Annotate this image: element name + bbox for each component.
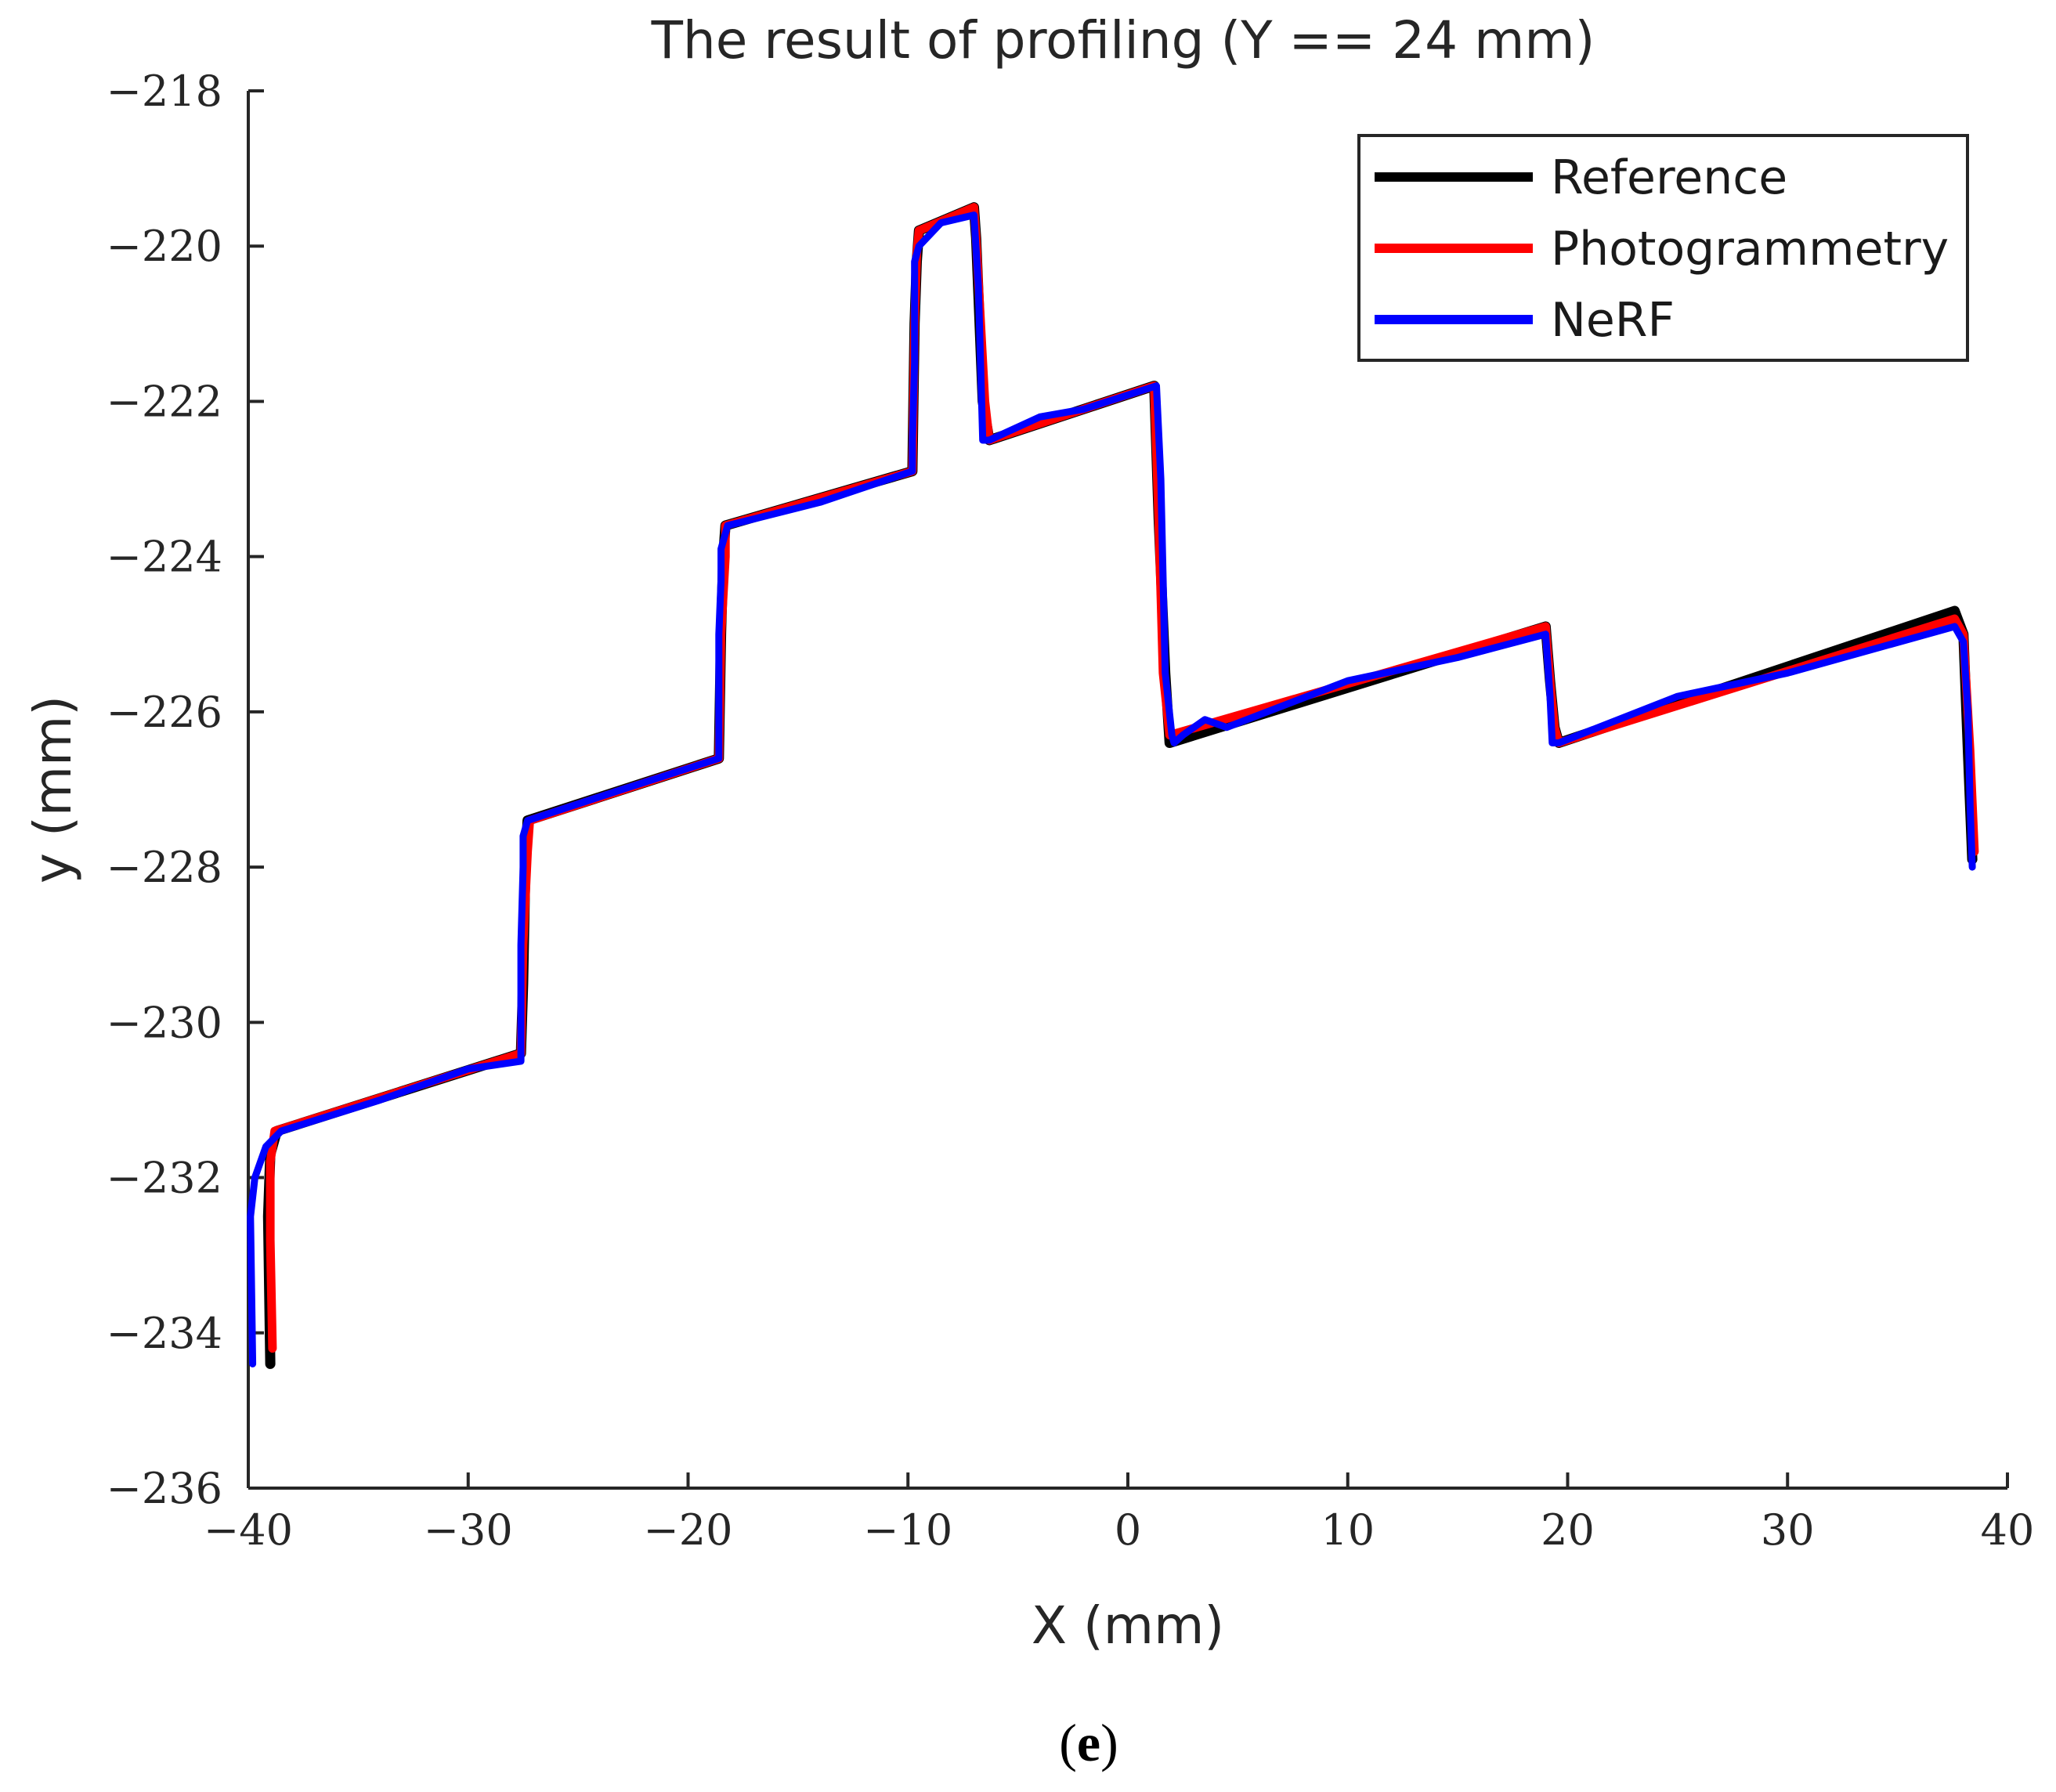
y-tick-label: −220 <box>107 222 222 271</box>
x-tick-label: −40 <box>204 1505 293 1555</box>
x-tick-label: −30 <box>424 1505 513 1555</box>
y-tick-label: −226 <box>107 688 222 737</box>
legend-label-photogrammetry: Photogrammetry <box>1551 222 1949 276</box>
x-tick-label: 0 <box>1115 1505 1141 1555</box>
x-ticks: −40 −30 −20 −10 0 10 20 30 40 <box>204 1472 2034 1555</box>
y-tick-label: −218 <box>107 67 222 116</box>
y-ticks: −218 −220 −222 −224 −226 −228 −230 −232 −234 −236 <box>107 67 264 1513</box>
series-layer <box>247 202 1979 1369</box>
x-tick-label: 10 <box>1321 1505 1375 1555</box>
panel-label: (e) <box>1059 1713 1118 1772</box>
y-tick-label: −230 <box>107 998 222 1047</box>
legend-items: Reference Photogrammetry NeRF <box>1375 150 1949 348</box>
x-axis-label: X (mm) <box>1032 1595 1224 1656</box>
panel-label-open: ( <box>1059 1713 1077 1772</box>
x-tick-label: −20 <box>644 1505 733 1555</box>
y-tick-label: −228 <box>107 843 222 892</box>
legend: Reference Photogrammetry NeRF <box>1357 134 1969 362</box>
x-tick-label: 40 <box>1981 1505 2035 1555</box>
series-line-reference <box>262 202 1978 1369</box>
y-tick-label: −222 <box>107 377 222 426</box>
chart-title: The result of profiling (Y == 24 mm) <box>651 10 1595 70</box>
series-line-nerf <box>247 211 1976 1367</box>
x-tick-label: 30 <box>1761 1505 1815 1555</box>
series-line-photogrammetry <box>266 203 1979 1353</box>
panel-label-close: ) <box>1100 1713 1118 1772</box>
y-tick-label: −236 <box>107 1464 222 1513</box>
y-tick-label: −224 <box>107 533 222 582</box>
x-tick-label: 20 <box>1541 1505 1595 1555</box>
legend-label-reference: Reference <box>1551 150 1787 205</box>
panel-label-letter: e <box>1077 1713 1100 1772</box>
x-tick-label: −10 <box>863 1505 952 1555</box>
y-tick-label: −234 <box>107 1309 222 1358</box>
y-tick-label: −232 <box>107 1154 222 1203</box>
legend-label-nerf: NeRF <box>1551 293 1675 348</box>
y-axis-label: y (mm) <box>23 695 83 883</box>
plot-area: −40 −30 −20 −10 0 10 20 30 40 −218−220−222−224−2… <box>107 67 2035 1555</box>
